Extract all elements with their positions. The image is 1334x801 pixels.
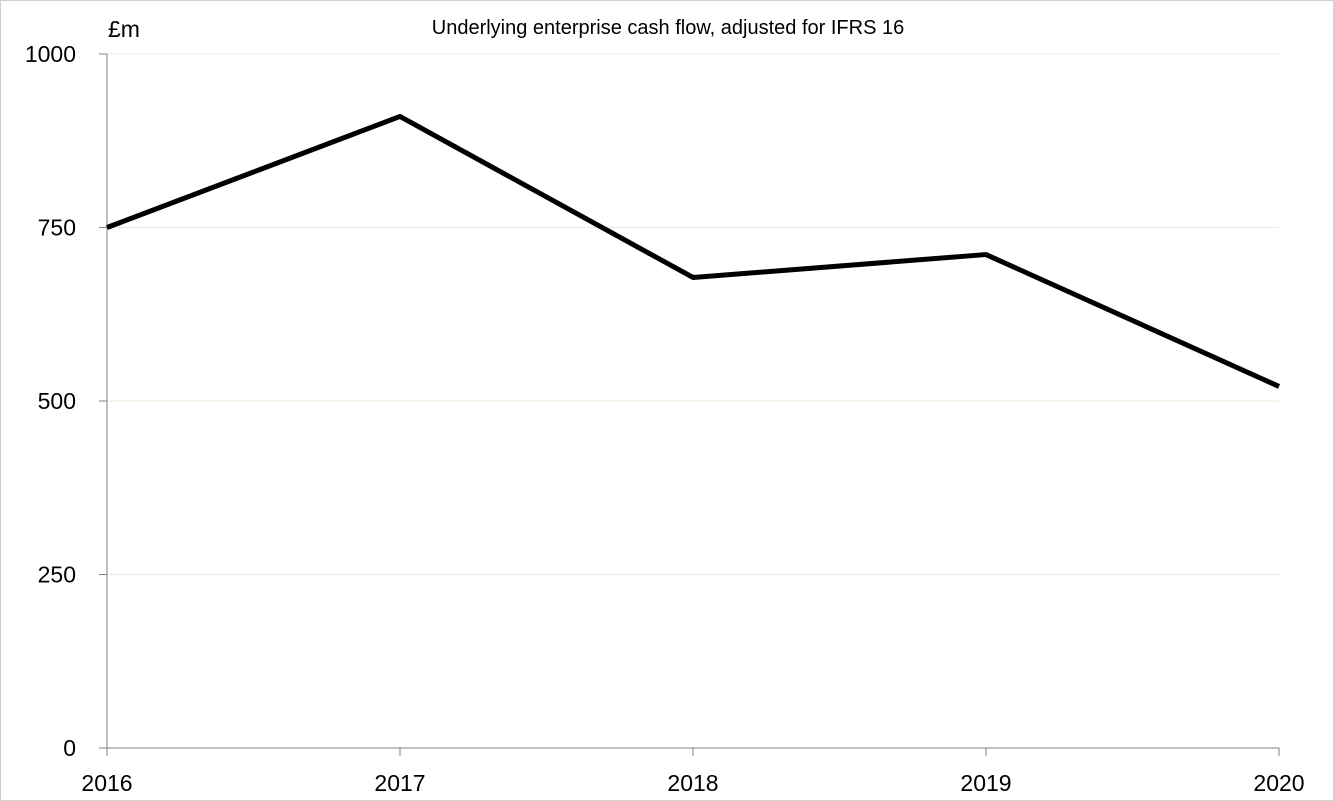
chart-title: Underlying enterprise cash flow, adjuste… [432, 17, 904, 39]
y-tick-label: 750 [38, 215, 76, 241]
x-tick-label: 2019 [960, 770, 1011, 796]
y-axis-unit-label: £m [108, 16, 140, 42]
y-tick-label: 1000 [25, 41, 76, 67]
x-tick-label: 2018 [667, 770, 718, 796]
x-tick-label: 2017 [374, 770, 425, 796]
y-tick-label: 500 [38, 388, 76, 414]
x-tick-label: 2020 [1253, 770, 1304, 796]
y-tick-label: 0 [63, 735, 76, 761]
x-tick-label: 2016 [81, 770, 132, 796]
y-tick-label: 250 [38, 562, 76, 588]
series-line [106, 113, 1281, 389]
